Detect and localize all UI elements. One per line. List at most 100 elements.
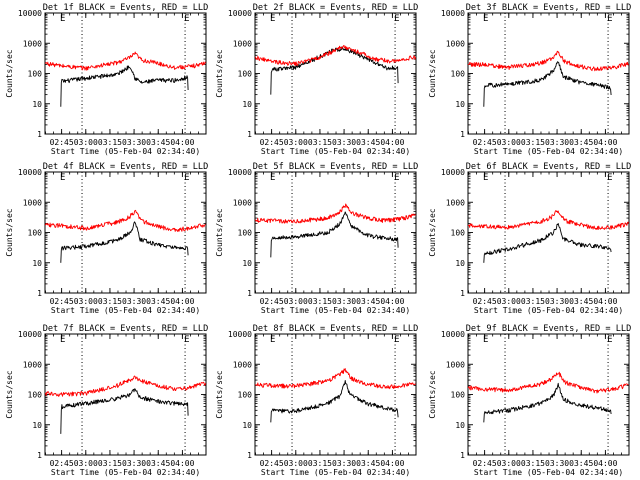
x-tick-label: 04:00: [593, 138, 617, 147]
x-tick-label: 02:45: [50, 459, 74, 468]
x-tick-label: 03:00: [284, 138, 308, 147]
y-tick-label: 1000: [23, 198, 42, 207]
y-tick-label: 10000: [18, 168, 42, 177]
x-tick-label: 03:00: [74, 459, 98, 468]
panel-det-7: Det 7f BLACK = Events, RED = LLD 1 10 100 10…: [5, 324, 208, 477]
x-tick-label: 03:30: [332, 138, 356, 147]
x-tick-label: 03:15: [308, 297, 332, 306]
y-tick-label: 1: [37, 289, 42, 298]
y-tick-label: 100: [238, 229, 253, 238]
y-tick-label: 100: [28, 70, 43, 79]
panel-det-5: Det 5f BLACK = Events, RED = LLD 1 10 100 10…: [215, 162, 418, 315]
y-tick-label: 10: [242, 100, 252, 109]
x-tick-label: 03:15: [521, 138, 545, 147]
y-tick-label: 100: [451, 391, 466, 400]
x-tick-label: 04:00: [380, 459, 404, 468]
x-tick-label: 03:45: [146, 459, 170, 468]
event-marker-label: E: [607, 173, 612, 183]
panel-title: Det 8f BLACK = Events, RED = LLD: [253, 324, 419, 334]
series-line-events: [60, 65, 189, 107]
event-marker-label: E: [483, 14, 488, 24]
y-tick-label: 10000: [441, 330, 465, 339]
panel-title: Det 2f BLACK = Events, RED = LLD: [253, 3, 419, 13]
y-tick-label: 1000: [446, 360, 465, 369]
y-tick-label: 1000: [233, 360, 252, 369]
series-line-lld: [467, 371, 629, 394]
x-tick-label: 03:45: [146, 138, 170, 147]
y-tick-label: 10000: [18, 330, 42, 339]
y-tick-label: 100: [28, 229, 43, 238]
y-tick-label: 1: [460, 451, 465, 460]
y-tick-label: 100: [451, 70, 466, 79]
series-line-events: [60, 388, 189, 434]
x-tick-label: 03:00: [497, 138, 521, 147]
event-marker-label: E: [60, 335, 65, 345]
plot-frame: [44, 12, 207, 135]
series-line-events: [483, 223, 612, 263]
y-tick-label: 10: [455, 100, 465, 109]
y-axis-label: Counts/sec: [5, 49, 14, 97]
series-line-lld: [44, 51, 206, 71]
x-tick-label: 03:45: [356, 297, 380, 306]
x-tick-label: 04:00: [170, 459, 194, 468]
y-tick-label: 10: [32, 421, 42, 430]
panel-title: Det 9f BLACK = Events, RED = LLD: [466, 324, 632, 334]
panel-det-3: Det 3f BLACK = Events, RED = LLD 1 10 100 10…: [428, 3, 631, 156]
x-tick-label: 03:30: [545, 297, 569, 306]
plot-frame: [467, 12, 630, 135]
x-tick-label: 03:15: [308, 459, 332, 468]
x-tick-label: 02:45: [473, 297, 497, 306]
y-tick-label: 100: [451, 229, 466, 238]
x-axis-label: Start Time (05-Feb-04 02:34:40): [474, 468, 623, 477]
plot-frame: [44, 171, 207, 294]
x-tick-label: 02:45: [50, 138, 74, 147]
y-tick-label: 10000: [18, 9, 42, 18]
y-tick-label: 100: [238, 391, 253, 400]
y-tick-label: 10: [242, 421, 252, 430]
y-tick-label: 10: [32, 100, 42, 109]
x-tick-label: 03:30: [545, 138, 569, 147]
panel-title: Det 4f BLACK = Events, RED = LLD: [43, 162, 209, 172]
event-marker-label: E: [60, 14, 65, 24]
x-axis-label: Start Time (05-Feb-04 02:34:40): [51, 468, 200, 477]
series-line-lld: [254, 203, 416, 224]
x-tick-label: 04:00: [170, 138, 194, 147]
x-tick-label: 03:45: [356, 138, 380, 147]
x-tick-label: 03:45: [356, 459, 380, 468]
panel-title: Det 3f BLACK = Events, RED = LLD: [466, 3, 632, 13]
x-tick-label: 03:45: [569, 138, 593, 147]
x-tick-label: 03:00: [497, 297, 521, 306]
event-marker-label: E: [270, 173, 275, 183]
y-tick-label: 1000: [446, 39, 465, 48]
event-marker-label: E: [270, 335, 275, 345]
y-tick-label: 1000: [23, 360, 42, 369]
x-axis-label: Start Time (05-Feb-04 02:34:40): [261, 468, 410, 477]
x-tick-label: 03:15: [98, 459, 122, 468]
x-tick-label: 03:45: [569, 297, 593, 306]
panel-title: Det 7f BLACK = Events, RED = LLD: [43, 324, 209, 334]
y-axis-label: Counts/sec: [5, 370, 14, 418]
x-tick-label: 03:45: [146, 297, 170, 306]
x-axis-label: Start Time (05-Feb-04 02:34:40): [51, 147, 200, 156]
x-tick-label: 03:00: [74, 138, 98, 147]
plot-frame: [467, 171, 630, 294]
y-axis-label: Counts/sec: [215, 370, 224, 418]
event-marker-label: E: [483, 173, 488, 183]
y-tick-label: 10000: [441, 9, 465, 18]
series-line-events: [483, 61, 612, 107]
x-tick-label: 03:00: [74, 297, 98, 306]
x-tick-label: 03:45: [569, 459, 593, 468]
x-tick-label: 02:45: [473, 459, 497, 468]
y-tick-label: 1000: [233, 198, 252, 207]
x-tick-label: 03:15: [98, 138, 122, 147]
series-line-lld: [255, 368, 416, 390]
panel-det-4: Det 4f BLACK = Events, RED = LLD 1 10 100 10…: [5, 162, 208, 315]
x-tick-label: 03:30: [332, 297, 356, 306]
x-tick-label: 03:00: [284, 459, 308, 468]
series-line-lld: [254, 44, 417, 66]
event-marker-label: E: [184, 173, 189, 183]
x-tick-label: 03:15: [521, 297, 545, 306]
x-axis-label: Start Time (05-Feb-04 02:34:40): [474, 306, 623, 315]
y-tick-label: 1: [247, 451, 252, 460]
